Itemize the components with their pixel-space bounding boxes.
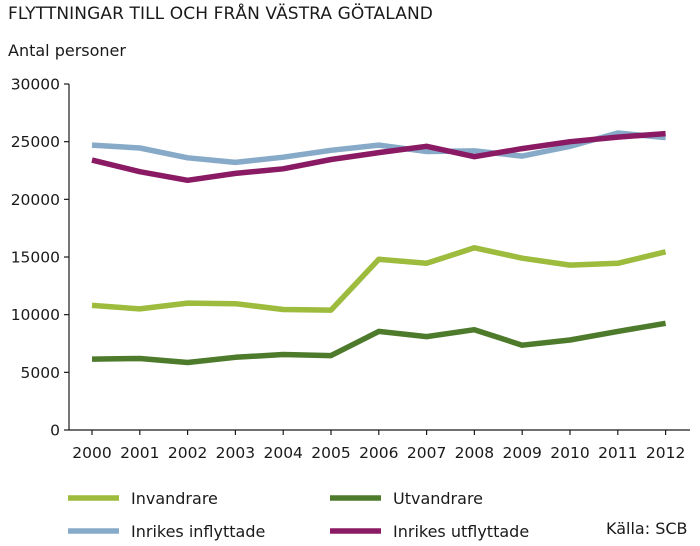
- y-tick-label: 25000: [11, 133, 60, 151]
- x-tick-label: 2007: [407, 444, 446, 462]
- series-line-invandrare: [91, 245, 667, 313]
- legend-label-utvandrare: Utvandrare: [393, 489, 483, 508]
- legend-label-inrikes-utflyttade: Inrikes utflyttade: [393, 522, 529, 541]
- legend-label-inrikes-inflyttade: Inrikes inflyttade: [131, 522, 265, 541]
- y-tick-label: 0: [50, 422, 60, 440]
- x-tick-label: 2011: [598, 444, 637, 462]
- x-tick-label: 2008: [455, 444, 494, 462]
- x-tick-label: 2000: [72, 444, 111, 462]
- x-tick-label: 2012: [646, 444, 685, 462]
- y-tick-label: 10000: [11, 306, 60, 324]
- x-tick-label: 2009: [502, 444, 541, 462]
- x-tick-label: 2002: [168, 444, 207, 462]
- y-tick-label: 20000: [11, 191, 60, 209]
- x-tick-label: 2005: [311, 444, 350, 462]
- x-tick-label: 2006: [359, 444, 398, 462]
- series-line-inrikes-inflyttade: [91, 130, 666, 166]
- legend-label-invandrare: Invandrare: [131, 489, 218, 508]
- chart-title: FLYTTNINGAR TILL OCH FRÅN VÄSTRA GÖTALAN…: [8, 4, 433, 24]
- y-tick-label: 5000: [21, 364, 60, 382]
- series-line-inrikes-utflyttade: [91, 130, 666, 184]
- y-axis-label: Antal personer: [8, 41, 126, 60]
- legend: Invandrare Utvandrare Inrikes inflyttade In…: [68, 489, 529, 541]
- source-note: Källa: SCB: [606, 519, 688, 538]
- series-line-utvandrare: [91, 320, 667, 366]
- axis-ticks: 0 5000 10000 15000 20000 25000 30000 2000 2001 20…: [11, 76, 686, 463]
- x-tick-label: 2001: [120, 444, 159, 462]
- x-tick-label: 2010: [550, 444, 589, 462]
- y-tick-label: 15000: [11, 249, 60, 267]
- y-tick-label: 30000: [11, 76, 60, 94]
- x-tick-label: 2004: [263, 444, 302, 462]
- x-tick-label: 2003: [216, 444, 255, 462]
- series-lines: [91, 130, 667, 366]
